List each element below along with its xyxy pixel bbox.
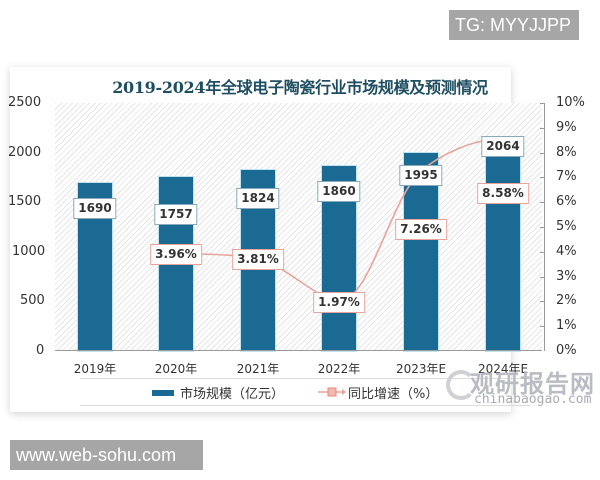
y-left-tick: 1500 <box>8 194 42 209</box>
bar-value-label: 1995 <box>399 165 443 186</box>
growth-value-label: 8.58% <box>477 183 529 204</box>
x-tick-label: 2019年 <box>73 362 117 376</box>
x-tick-label: 2023年E <box>395 362 447 376</box>
watermark-bottom-left: www.web-sohu.com <box>10 440 203 470</box>
y-right-tick-mark <box>540 326 544 327</box>
x-axis-line <box>55 350 542 351</box>
y-right-axis-line <box>544 103 545 351</box>
y-left-tick: 2500 <box>8 95 42 110</box>
bar-2024e <box>486 146 520 351</box>
y-right-tick-mark <box>540 177 544 178</box>
x-tick-label: 2021年 <box>236 362 280 376</box>
brand-logo-icon <box>446 370 476 400</box>
chart-title: 2019-2024年全球电子陶瓷行业市场规模及预测情况 <box>112 78 488 97</box>
legend-line-label: 同比增速（%） <box>348 387 439 402</box>
y-right-tick: 2% <box>556 293 577 308</box>
x-tick-label: 2022年 <box>317 362 361 376</box>
y-right-tick-mark <box>540 277 544 278</box>
bar-value-label: 1690 <box>73 198 117 219</box>
y-right-tick-mark <box>540 128 544 129</box>
y-right-tick: 0% <box>556 343 577 358</box>
y-right-tick-mark <box>540 227 544 228</box>
bar-value-label: 2064 <box>481 136 525 157</box>
y-right-tick: 6% <box>556 194 577 209</box>
y-right-tick: 3% <box>556 269 577 284</box>
growth-value-label: 3.96% <box>150 244 202 265</box>
legend <box>80 378 530 406</box>
x-tick-label: 2020年 <box>154 362 198 376</box>
legend-bar-label: 市场规模（亿元） <box>180 387 285 402</box>
legend-bar-swatch <box>152 390 174 396</box>
growth-value-label: 1.97% <box>313 292 365 313</box>
y-right-tick: 9% <box>556 120 577 135</box>
y-right-tick: 5% <box>556 219 577 234</box>
watermark-top-right: TG: MYYJJPP <box>449 10 579 40</box>
y-right-tick-mark <box>540 252 544 253</box>
y-left-tick: 1000 <box>12 244 46 259</box>
growth-value-label: 7.26% <box>395 219 447 240</box>
x-tick-label: 2024年E <box>477 362 529 376</box>
growth-value-label: 3.81% <box>232 249 284 270</box>
brand-name: 观研报告网 <box>470 370 595 398</box>
y-right-tick-mark <box>540 103 544 104</box>
bar-value-label: 1757 <box>154 204 198 225</box>
y-left-tick: 2000 <box>8 145 42 160</box>
y-right-tick: 10% <box>556 95 585 110</box>
brand-url: chinabaogao.com <box>474 392 592 407</box>
bar-value-label: 1860 <box>317 181 361 202</box>
y-right-tick-mark <box>540 202 544 203</box>
y-right-tick: 8% <box>556 145 577 160</box>
y-left-tick: 500 <box>20 293 45 308</box>
y-right-tick-mark <box>540 153 544 154</box>
y-right-tick-mark <box>540 301 544 302</box>
bar-value-label: 1824 <box>236 188 280 209</box>
y-left-tick: 0 <box>36 343 45 358</box>
legend-line-marker-icon <box>318 387 346 397</box>
y-right-tick: 4% <box>556 244 577 259</box>
y-right-tick: 1% <box>556 318 577 333</box>
y-right-tick: 7% <box>556 169 577 184</box>
plot-area <box>55 103 542 351</box>
